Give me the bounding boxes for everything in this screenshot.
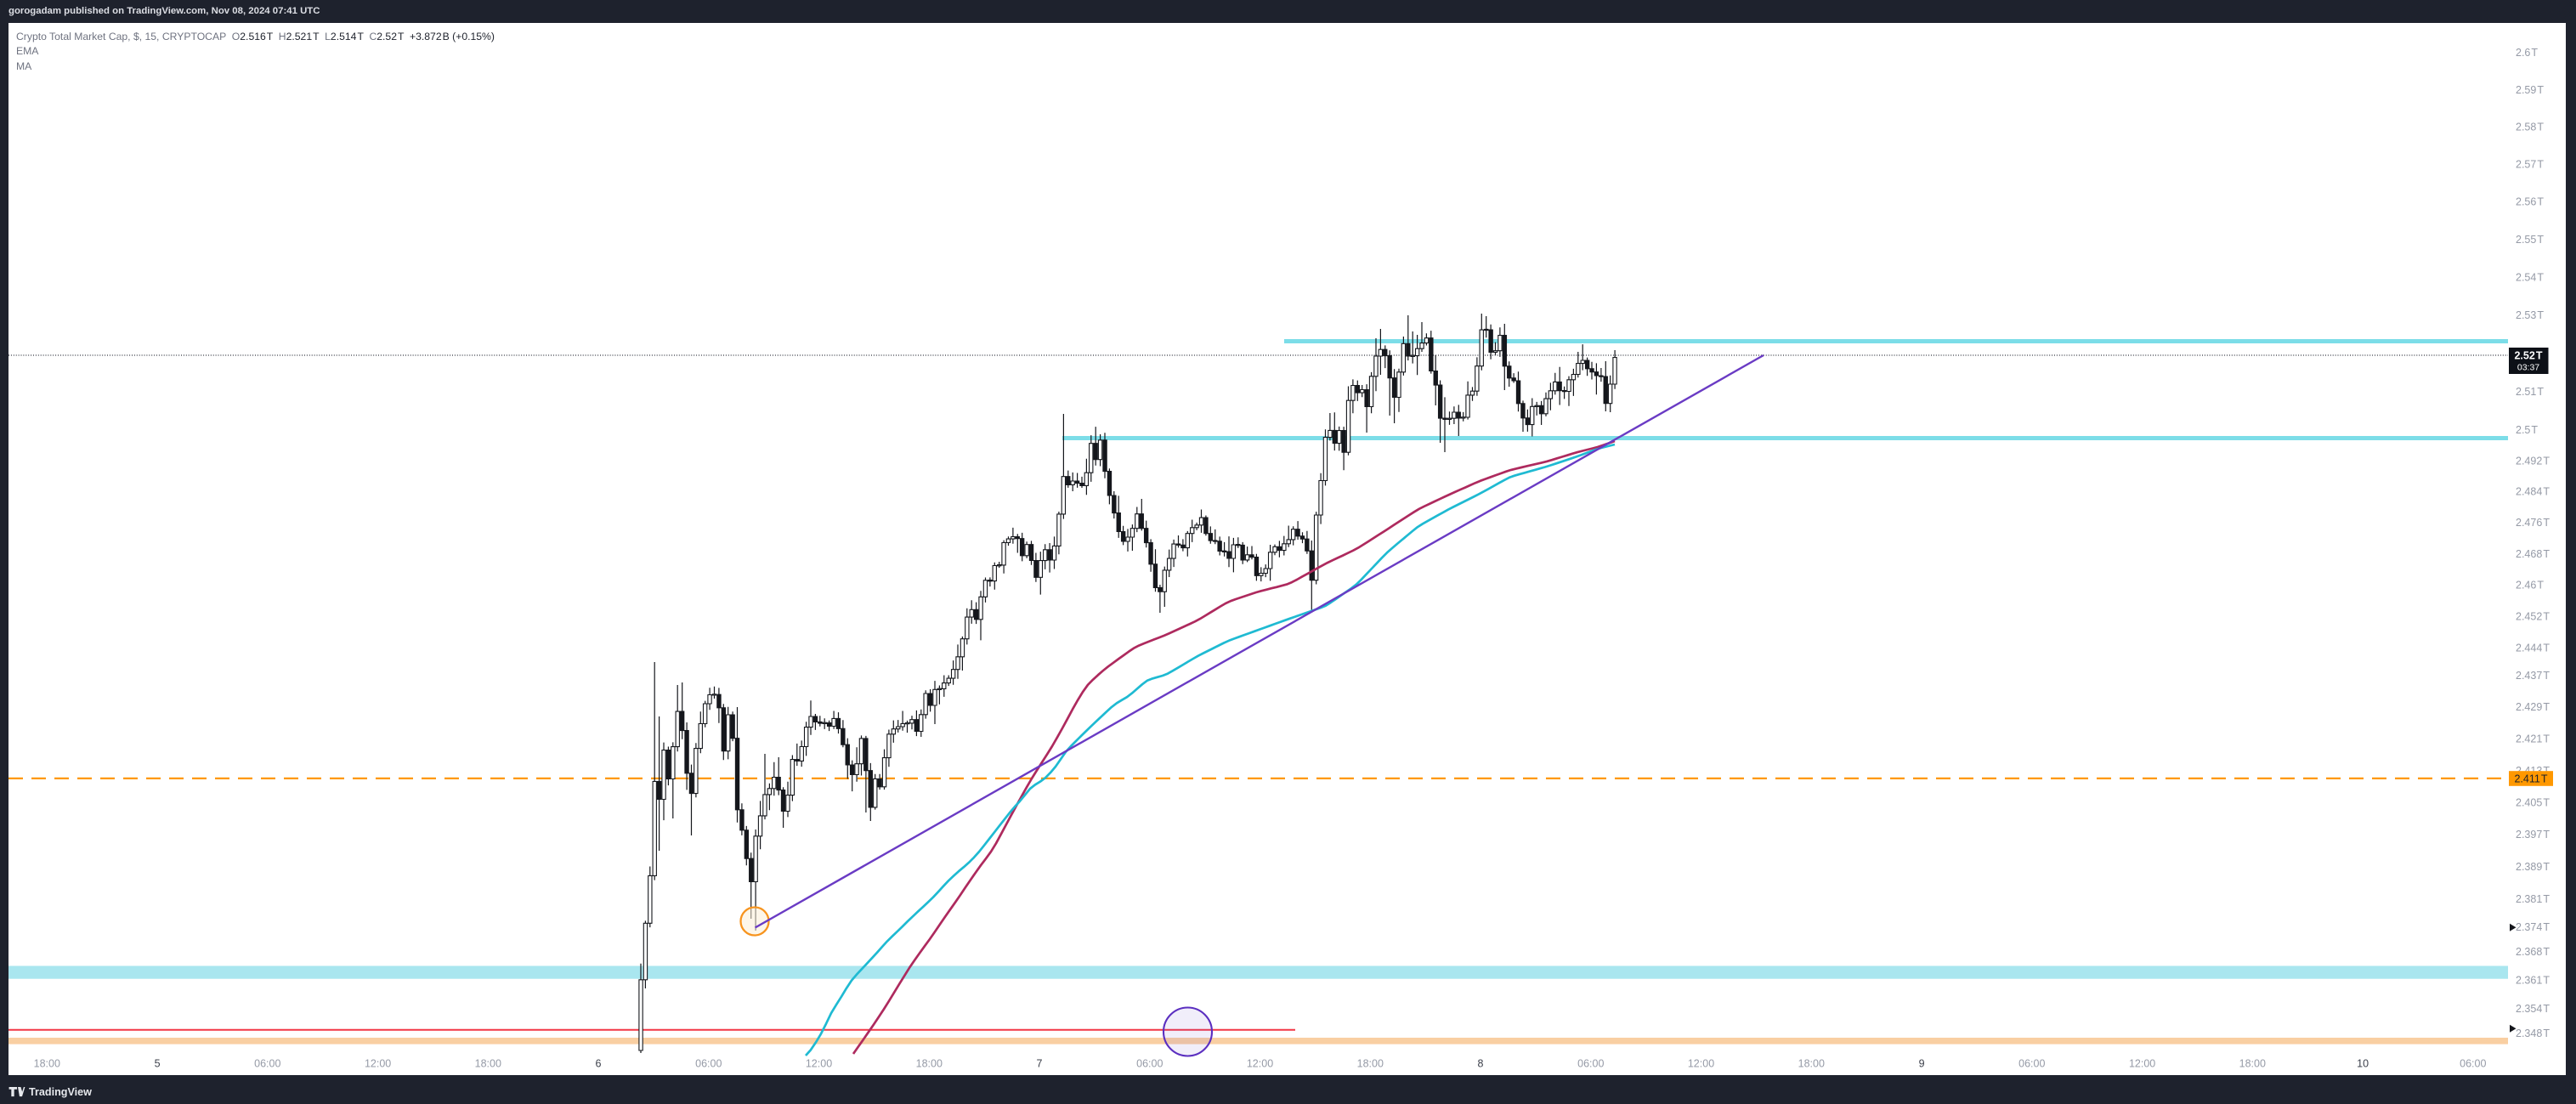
svg-text:06:00: 06:00	[695, 1058, 722, 1070]
svg-text:2.368 T: 2.368 T	[2516, 946, 2550, 958]
svg-text:6: 6	[596, 1058, 602, 1070]
svg-text:2.452 T: 2.452 T	[2516, 610, 2550, 622]
svg-text:03:37: 03:37	[2517, 363, 2539, 373]
svg-text:2.429 T: 2.429 T	[2516, 701, 2550, 713]
svg-text:2.421 T: 2.421 T	[2516, 733, 2550, 744]
svg-text:2.52 T: 2.52 T	[2514, 350, 2542, 362]
svg-text:2.374 T: 2.374 T	[2516, 921, 2550, 933]
svg-text:7: 7	[1037, 1058, 1043, 1070]
svg-text:18:00: 18:00	[2239, 1058, 2266, 1070]
svg-text:2.476 T: 2.476 T	[2516, 517, 2550, 529]
svg-text:2.389 T: 2.389 T	[2516, 861, 2550, 873]
svg-text:12:00: 12:00	[1688, 1058, 1714, 1070]
svg-text:18:00: 18:00	[1357, 1058, 1384, 1070]
svg-text:2.437 T: 2.437 T	[2516, 670, 2550, 682]
svg-text:06:00: 06:00	[2460, 1058, 2486, 1070]
svg-text:2.53 T: 2.53 T	[2516, 309, 2544, 321]
svg-text:2.492 T: 2.492 T	[2516, 455, 2550, 467]
svg-text:2.54 T: 2.54 T	[2516, 271, 2544, 283]
svg-text:2.361 T: 2.361 T	[2516, 974, 2550, 986]
svg-text:12:00: 12:00	[365, 1058, 391, 1070]
svg-text:2.55 T: 2.55 T	[2516, 234, 2544, 246]
svg-text:12:00: 12:00	[1247, 1058, 1273, 1070]
svg-text:2.5 T: 2.5 T	[2516, 424, 2538, 436]
svg-text:2.397 T: 2.397 T	[2516, 829, 2550, 841]
svg-text:18:00: 18:00	[1798, 1058, 1825, 1070]
svg-text:2.381 T: 2.381 T	[2516, 893, 2550, 905]
svg-text:12:00: 12:00	[2129, 1058, 2155, 1070]
svg-text:10: 10	[2357, 1058, 2369, 1070]
svg-text:2.444 T: 2.444 T	[2516, 642, 2550, 654]
svg-text:06:00: 06:00	[254, 1058, 280, 1070]
svg-text:06:00: 06:00	[1136, 1058, 1163, 1070]
svg-text:06:00: 06:00	[1577, 1058, 1604, 1070]
svg-text:2.51 T: 2.51 T	[2516, 386, 2544, 398]
svg-text:2.57 T: 2.57 T	[2516, 159, 2544, 171]
svg-text:2.484 T: 2.484 T	[2516, 486, 2550, 498]
svg-text:18:00: 18:00	[475, 1058, 501, 1070]
svg-text:2.348 T: 2.348 T	[2516, 1028, 2550, 1039]
svg-text:12:00: 12:00	[806, 1058, 832, 1070]
svg-text:18:00: 18:00	[916, 1058, 943, 1070]
svg-text:2.354 T: 2.354 T	[2516, 1003, 2550, 1015]
svg-text:2.6 T: 2.6 T	[2516, 47, 2538, 59]
svg-text:18:00: 18:00	[34, 1058, 60, 1070]
svg-text:5: 5	[155, 1058, 161, 1070]
svg-text:2.59 T: 2.59 T	[2516, 84, 2544, 96]
svg-text:2.468 T: 2.468 T	[2516, 548, 2550, 560]
svg-text:2.58 T: 2.58 T	[2516, 122, 2544, 133]
svg-text:8: 8	[1478, 1058, 1484, 1070]
svg-text:06:00: 06:00	[2018, 1058, 2045, 1070]
svg-text:2.405 T: 2.405 T	[2516, 796, 2550, 808]
svg-text:9: 9	[1919, 1058, 1925, 1070]
svg-text:2.56 T: 2.56 T	[2516, 196, 2544, 208]
svg-text:2.46 T: 2.46 T	[2516, 580, 2544, 592]
svg-text:2.411 T: 2.411 T	[2514, 773, 2547, 785]
